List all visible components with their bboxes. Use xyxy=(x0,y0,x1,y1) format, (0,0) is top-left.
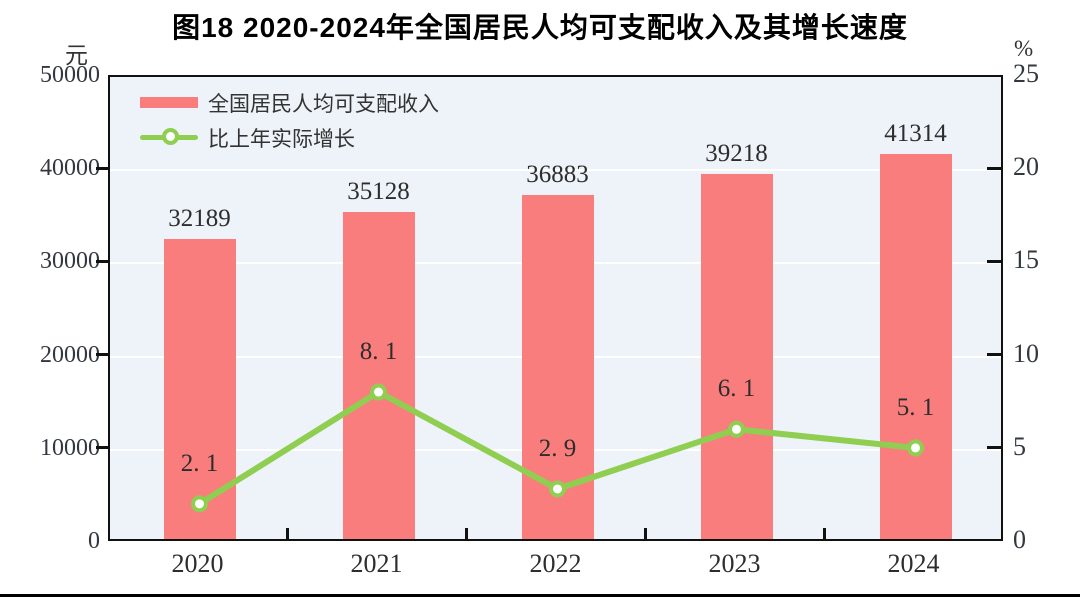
bar-value-label: 41314 xyxy=(884,119,947,147)
growth-value-label: 8. 1 xyxy=(359,338,398,366)
left-axis-tick-label: 20000 xyxy=(40,341,100,368)
growth-marker xyxy=(907,439,924,457)
plot-canvas: 32189 35128 36883 39218 41314 2. 1 8. 1 2. 9 6. … xyxy=(110,77,1001,539)
right-axis-tick xyxy=(987,259,1003,263)
growth-value-label: 5. 1 xyxy=(896,393,935,421)
year-label: 2022 xyxy=(529,549,582,578)
left-axis-tick xyxy=(96,446,108,450)
left-axis-tick xyxy=(96,353,108,357)
left-axis-tick-label: 0 xyxy=(88,528,100,554)
legend-key-income xyxy=(140,90,198,115)
right-axis-tick-label: 5 xyxy=(1013,431,1026,461)
plot-area: 32189 35128 36883 39218 41314 2. 1 8. 1 2. 9 6. … xyxy=(108,75,1003,541)
right-axis-tick-label: 10 xyxy=(1013,338,1039,368)
left-axis-unit: 元 xyxy=(65,43,88,68)
left-axis-tick-label: 10000 xyxy=(40,434,100,461)
circle-marker-icon xyxy=(162,128,179,145)
bar-value-label: 39218 xyxy=(705,139,768,167)
year-label: 2023 xyxy=(708,549,761,578)
left-axis-tick xyxy=(96,166,108,170)
right-axis-tick-label: 0 xyxy=(1013,525,1026,554)
legend-item-income: 全国居民人均可支配收入 xyxy=(140,90,439,116)
legend-label-growth: 比上年实际增长 xyxy=(208,126,355,151)
right-axis-unit: % xyxy=(1014,36,1034,61)
growth-value-label: 2. 9 xyxy=(538,434,577,462)
legend: 全国居民人均可支配收入 比上年实际增长 xyxy=(140,90,439,160)
income-bar xyxy=(700,173,773,539)
x-axis-tick xyxy=(464,528,468,539)
right-axis-tick xyxy=(987,166,1003,170)
growth-marker xyxy=(728,420,745,438)
bar-value-label: 32189 xyxy=(168,205,231,232)
year-label: 2021 xyxy=(350,549,403,578)
bar-swatch-icon xyxy=(140,97,198,108)
growth-value-label: 6. 1 xyxy=(717,375,756,403)
legend-item-growth: 比上年实际增长 xyxy=(140,125,439,151)
legend-key-growth xyxy=(140,125,198,150)
year-label: 2024 xyxy=(887,549,940,578)
growth-marker xyxy=(370,383,387,401)
left-axis-tick-label: 40000 xyxy=(40,155,100,182)
right-axis-tick-label: 25 xyxy=(1013,59,1039,88)
chart-title: 图18 2020-2024年全国居民人均可支配收入及其增长速度 xyxy=(172,12,908,43)
growth-marker xyxy=(549,480,566,498)
growth-value-label: 2. 1 xyxy=(180,449,219,477)
x-axis-tick xyxy=(643,528,647,539)
income-bar xyxy=(342,211,415,539)
bar-value-label: 35128 xyxy=(347,177,410,205)
x-axis-tick xyxy=(285,528,289,539)
legend-label-income: 全国居民人均可支配收入 xyxy=(208,91,439,116)
left-axis-tick xyxy=(96,259,108,263)
growth-marker xyxy=(191,495,208,513)
year-label: 2020 xyxy=(171,549,224,578)
growth-line-layer xyxy=(191,383,924,513)
right-axis-tick xyxy=(987,446,1003,450)
right-axis-tick-label: 15 xyxy=(1013,245,1039,275)
income-bar xyxy=(879,153,952,539)
bottom-rule-divider xyxy=(0,594,1080,597)
bar-value-label: 36883 xyxy=(526,161,589,189)
gridline xyxy=(110,169,1001,172)
left-axis-tick-label: 30000 xyxy=(40,248,100,275)
left-axis-tick-label: 50000 xyxy=(40,62,100,88)
right-axis-tick-label: 20 xyxy=(1013,152,1039,182)
right-axis-tick xyxy=(987,353,1003,357)
x-axis-tick xyxy=(822,528,826,539)
